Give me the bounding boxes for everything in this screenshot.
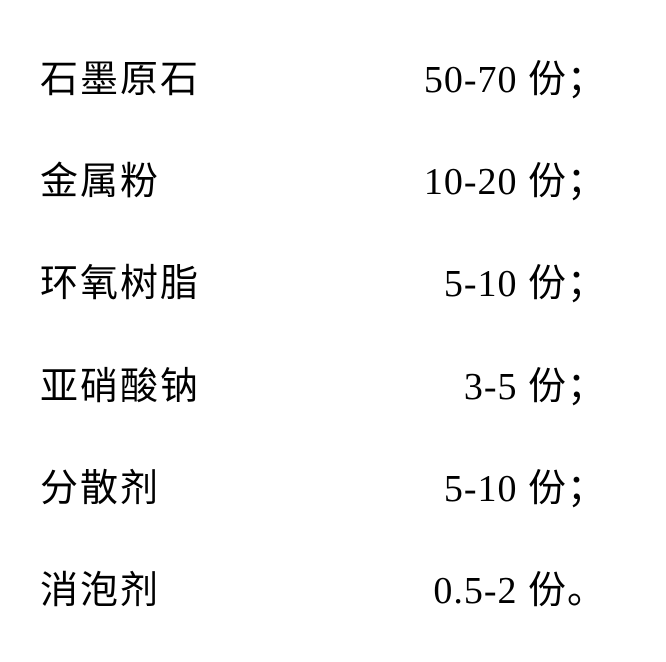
ingredient-value: 3-5 份； [280,355,626,410]
ingredient-value: 5-10 份； [280,457,626,512]
ingredient-label: 亚硝酸钠 [40,355,280,410]
ingredient-label: 环氧树脂 [40,252,280,307]
table-row: 石墨原石 50-70 份； [40,30,626,120]
ingredient-value: 10-20 份； [280,150,626,205]
ingredient-label: 消泡剂 [40,559,280,614]
ingredient-value: 0.5-2 份。 [280,559,626,614]
table-row: 分散剂 5-10 份； [40,440,626,530]
ingredient-label: 金属粉 [40,150,280,205]
table-row: 亚硝酸钠 3-5 份； [40,337,626,427]
ingredient-value: 50-70 份； [280,48,626,103]
ingredients-table: 石墨原石 50-70 份； 金属粉 10-20 份； 环氧树脂 5-10 份； … [40,30,626,632]
ingredient-label: 分散剂 [40,457,280,512]
table-row: 环氧树脂 5-10 份； [40,235,626,325]
ingredient-label: 石墨原石 [40,48,280,103]
table-row: 金属粉 10-20 份； [40,132,626,222]
ingredient-value: 5-10 份； [280,252,626,307]
table-row: 消泡剂 0.5-2 份。 [40,542,626,632]
